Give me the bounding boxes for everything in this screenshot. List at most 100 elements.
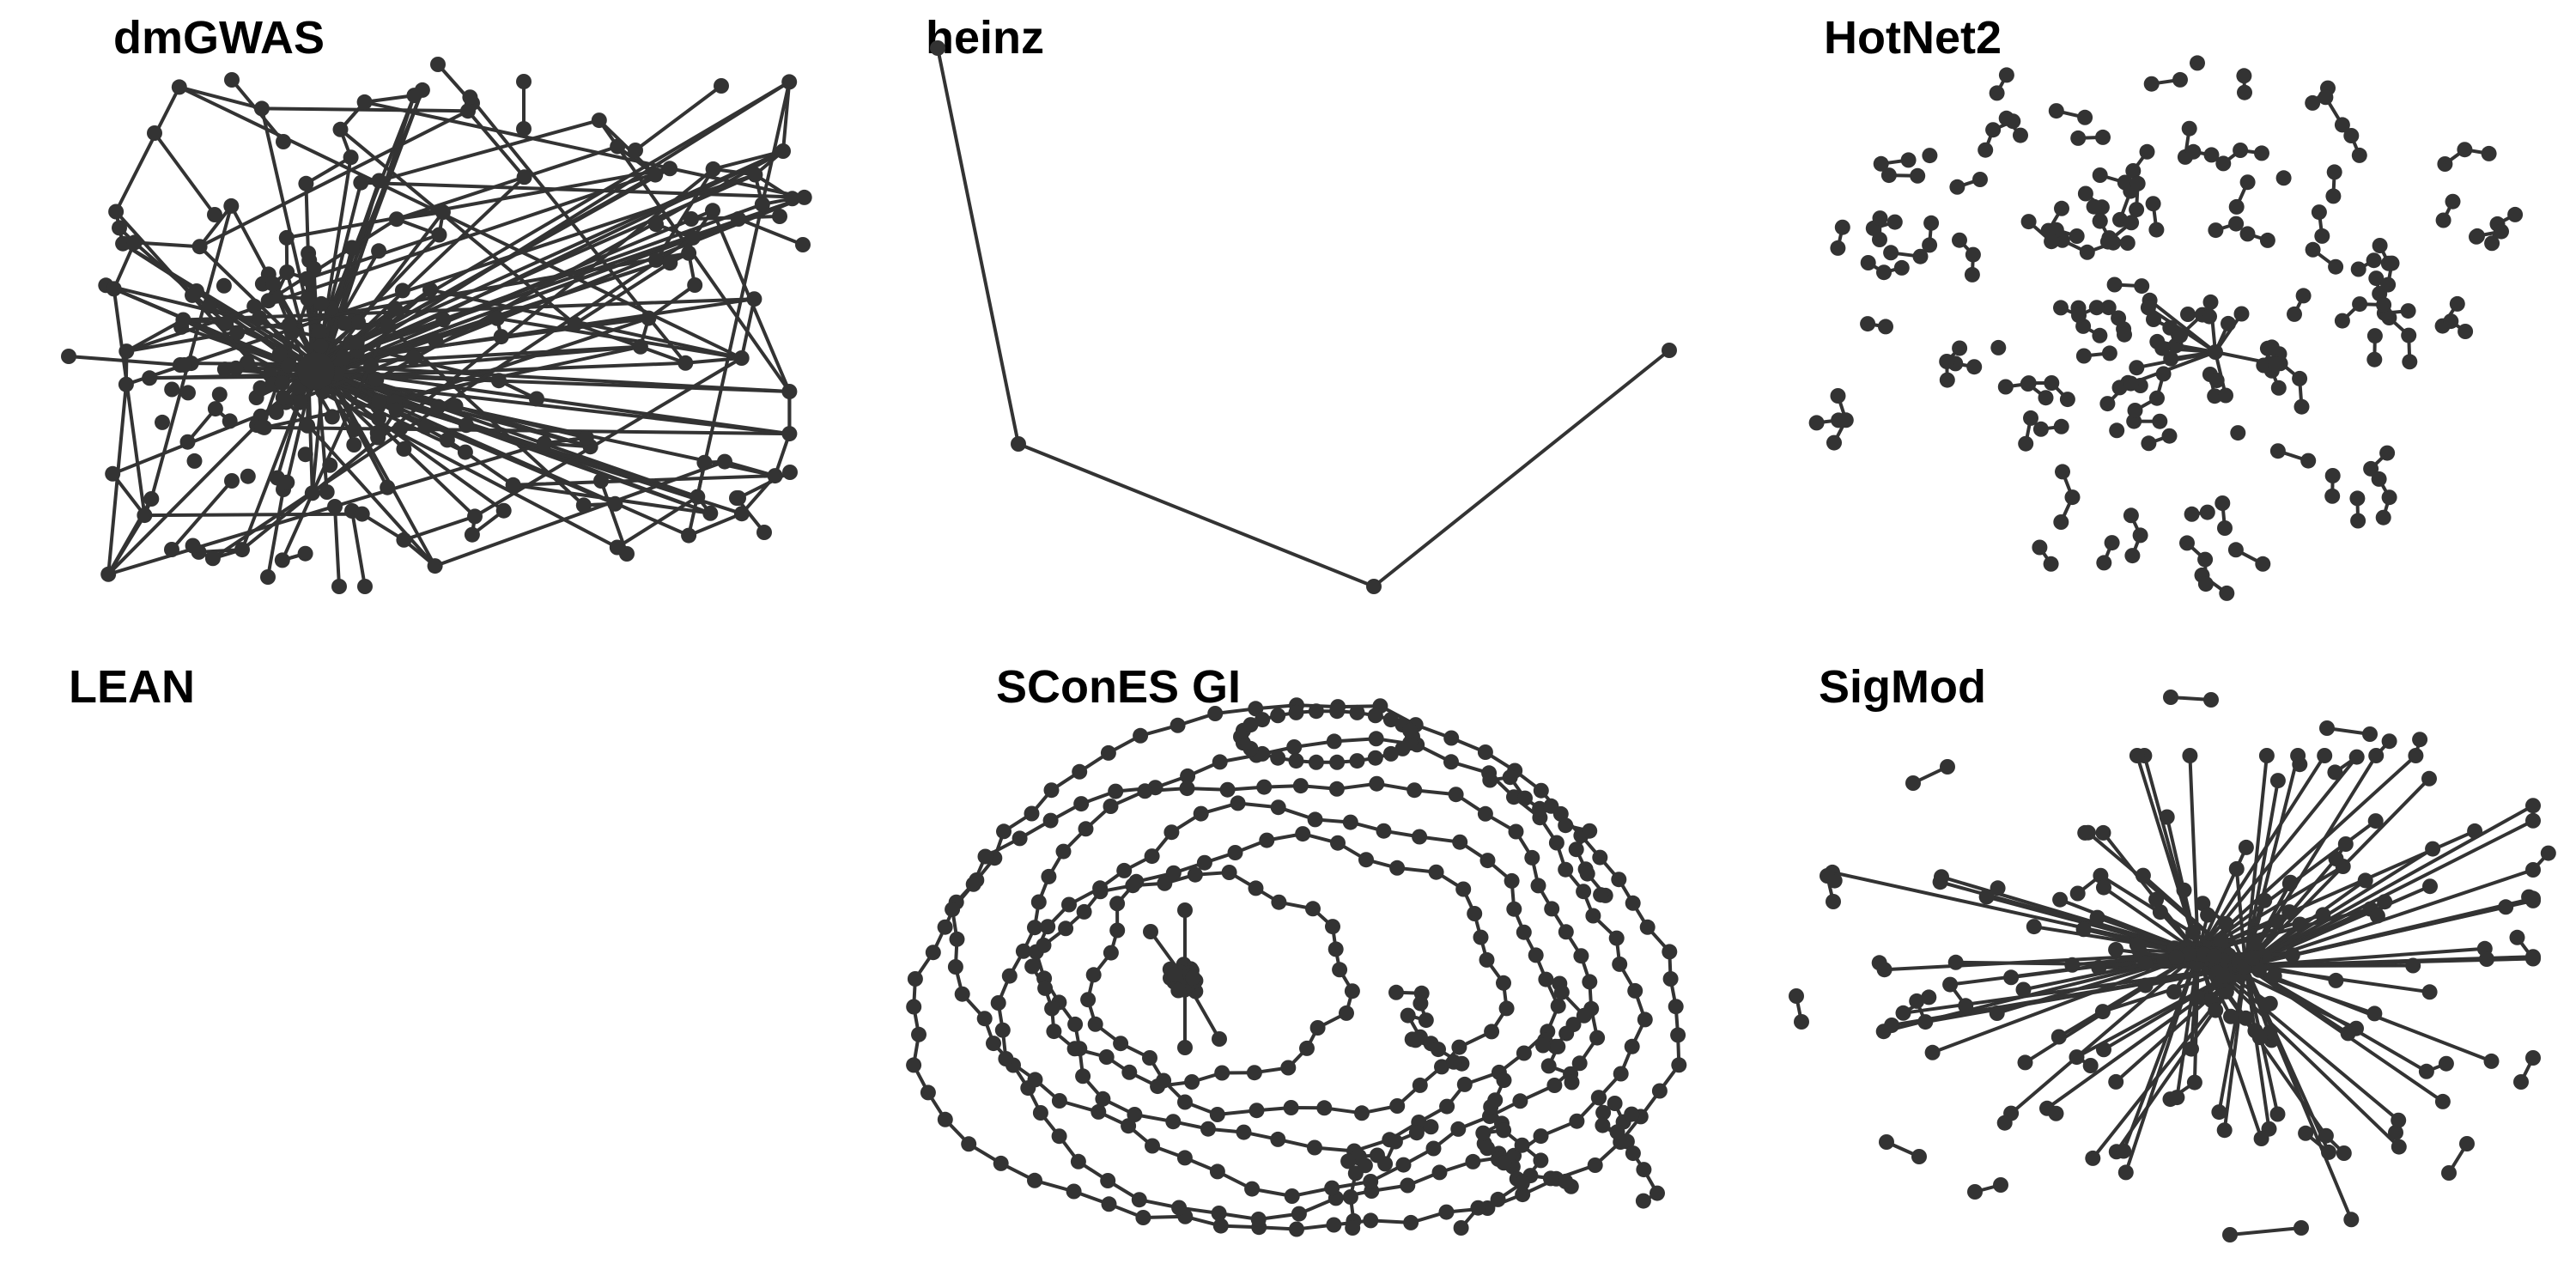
scones-gi-node — [911, 1026, 927, 1042]
hotnet2-node — [1873, 155, 1889, 172]
hotnet2-node — [1952, 340, 1968, 356]
sigmod-node — [2513, 1074, 2529, 1090]
scones-gi-node — [998, 1051, 1014, 1066]
scones-gi-node — [1193, 805, 1209, 822]
hotnet2-node — [2048, 103, 2064, 119]
scones-gi-node — [1484, 1024, 1500, 1040]
sigmod-node — [2337, 836, 2354, 852]
scones-gi-node — [1098, 1049, 1115, 1065]
scones-gi-node — [1046, 1024, 1062, 1040]
dmgwas-node — [781, 384, 798, 399]
scones-gi-node — [1635, 1193, 1651, 1209]
sigmod-node — [2525, 892, 2541, 908]
hotnet2-node — [2384, 255, 2400, 271]
dmgwas-node — [142, 370, 158, 386]
scones-gi-node — [1100, 1173, 1116, 1188]
sigmod-node — [2459, 1136, 2475, 1151]
scones-gi-node — [1329, 754, 1346, 770]
sigmod-edge — [2228, 1226, 2303, 1236]
hotnet2-node — [2202, 308, 2217, 325]
sigmod-node — [2245, 951, 2261, 966]
dmgwas-node — [222, 413, 238, 429]
hotnet2-node — [2376, 297, 2392, 313]
hotnet2-node — [1952, 232, 1967, 248]
sigmod-edge — [2101, 830, 2200, 955]
sigmod-node — [2238, 839, 2254, 855]
heinz-node — [1662, 343, 1677, 358]
dmgwas-node — [460, 103, 476, 119]
dmgwas-node — [240, 468, 256, 484]
dmgwas-node — [795, 237, 811, 252]
scones-gi-node — [1502, 769, 1518, 786]
scones-gi-node — [1662, 944, 1678, 960]
scones-gi-node — [986, 1036, 1001, 1052]
panel-title-sigmod: SigMod — [1819, 661, 1986, 713]
sigmod-node — [2525, 812, 2541, 829]
scones-gi-node — [1109, 896, 1126, 912]
dmgwas-edge — [473, 356, 744, 519]
scones-gi-node — [1078, 821, 1094, 837]
hotnet2-node — [2127, 403, 2143, 418]
sigmod-node — [2269, 913, 2285, 929]
scones-gi-node — [1137, 783, 1153, 799]
scones-gi-node — [1412, 829, 1428, 845]
hotnet2-node — [2139, 143, 2155, 160]
sigmod-node — [2319, 720, 2335, 736]
scones-gi-node — [1036, 937, 1052, 953]
sigmod-node — [2082, 1058, 2099, 1073]
scones-gi-node — [1354, 1105, 1370, 1121]
sigmod-node — [2298, 1125, 2314, 1141]
dmgwas-node — [185, 287, 200, 303]
hotnet2-node — [2129, 175, 2146, 191]
hotnet2-node — [2079, 244, 2095, 260]
hotnet2-node — [2109, 422, 2125, 439]
dmgwas-node — [105, 465, 121, 482]
dmgwas-node — [529, 391, 544, 407]
dmgwas-edge — [125, 167, 672, 354]
hotnet2-node — [2470, 228, 2485, 244]
sigmod-node — [2137, 977, 2154, 993]
scones-gi-node — [994, 1022, 1011, 1038]
scones-gi-node — [1345, 1220, 1361, 1236]
hotnet2-node — [2180, 307, 2196, 322]
hotnet2-node — [2119, 235, 2136, 251]
sigmod-node — [2367, 813, 2384, 829]
dmgwas-node — [733, 350, 750, 366]
dmgwas-edge — [112, 287, 147, 518]
dmgwas-node — [516, 169, 532, 185]
hotnet2-node — [2075, 348, 2092, 364]
scones-gi-node — [1431, 1164, 1448, 1181]
dmgwas-edge — [114, 85, 181, 214]
dmgwas-edge — [362, 94, 416, 104]
scones-gi-node — [1249, 1103, 1265, 1119]
hotnet2-node — [2233, 143, 2249, 158]
scones-gi-node — [1595, 1104, 1612, 1121]
scones-gi-node — [1012, 830, 1028, 847]
scones-gi-node — [1270, 708, 1286, 724]
scones-gi-node — [1479, 853, 1496, 869]
dmgwas-edge — [210, 235, 695, 561]
hotnet2-node — [2292, 370, 2308, 386]
hotnet2-node — [2190, 55, 2205, 71]
scones-gi-node — [1108, 783, 1124, 799]
network-nodes-hotnet2 — [1808, 55, 2524, 601]
scones-gi-node — [1671, 1057, 1687, 1073]
dmgwas-node — [224, 72, 240, 88]
scones-gi-node — [1408, 1125, 1425, 1141]
scones-gi-node — [1072, 763, 1088, 780]
hotnet2-node — [2343, 128, 2360, 143]
hotnet2-node — [1922, 148, 1938, 164]
scones-gi-node — [1219, 781, 1236, 798]
scones-gi-node — [1524, 849, 1540, 866]
scones-gi-node — [1579, 866, 1595, 882]
dmgwas-node — [331, 579, 347, 594]
dmgwas-node — [346, 437, 362, 453]
dmgwas-node — [781, 74, 798, 90]
dmgwas-edge — [386, 288, 432, 328]
scones-gi-node — [945, 902, 961, 918]
scones-gi-node — [1573, 948, 1589, 964]
hotnet2-node — [2275, 170, 2292, 186]
scones-gi-node — [1439, 1098, 1455, 1115]
hotnet2-node — [2379, 445, 2396, 461]
sigmod-edge — [2122, 951, 2200, 1153]
